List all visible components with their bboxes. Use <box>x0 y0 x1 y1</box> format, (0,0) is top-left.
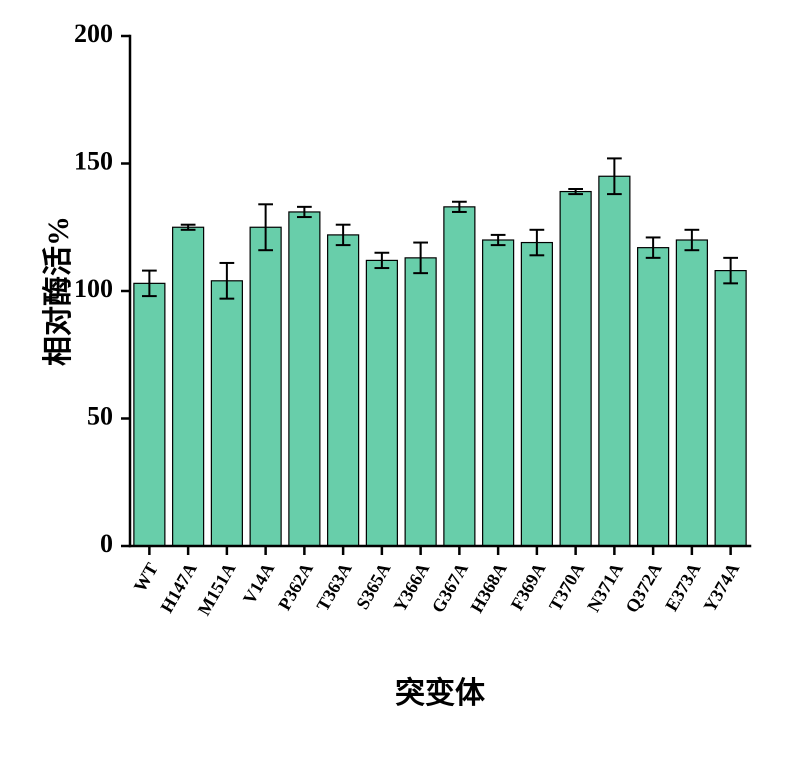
y-tick-label: 0 <box>100 529 113 558</box>
bar <box>173 227 204 546</box>
bar <box>328 235 359 546</box>
bar <box>521 243 552 546</box>
bar <box>715 271 746 546</box>
bar <box>638 248 669 546</box>
chart-container: 050100150200相对酶活%WTH147AM151AV14AP362AT3… <box>0 0 807 765</box>
x-axis-label: 突变体 <box>395 676 486 710</box>
y-tick-label: 50 <box>87 401 113 430</box>
bar <box>405 258 436 546</box>
y-tick-label: 100 <box>74 274 113 303</box>
y-tick-label: 150 <box>74 146 113 175</box>
bar <box>444 207 475 546</box>
bar <box>134 283 165 546</box>
bar-chart: 050100150200相对酶活%WTH147AM151AV14AP362AT3… <box>0 0 807 765</box>
bar <box>676 240 707 546</box>
bar <box>483 240 514 546</box>
y-axis-label: 相对酶活% <box>42 216 75 366</box>
bar <box>599 176 630 546</box>
y-tick-label: 200 <box>74 19 113 48</box>
bar <box>289 212 320 546</box>
bar <box>366 260 397 546</box>
bar <box>560 192 591 546</box>
bar <box>250 227 281 546</box>
bar <box>211 281 242 546</box>
